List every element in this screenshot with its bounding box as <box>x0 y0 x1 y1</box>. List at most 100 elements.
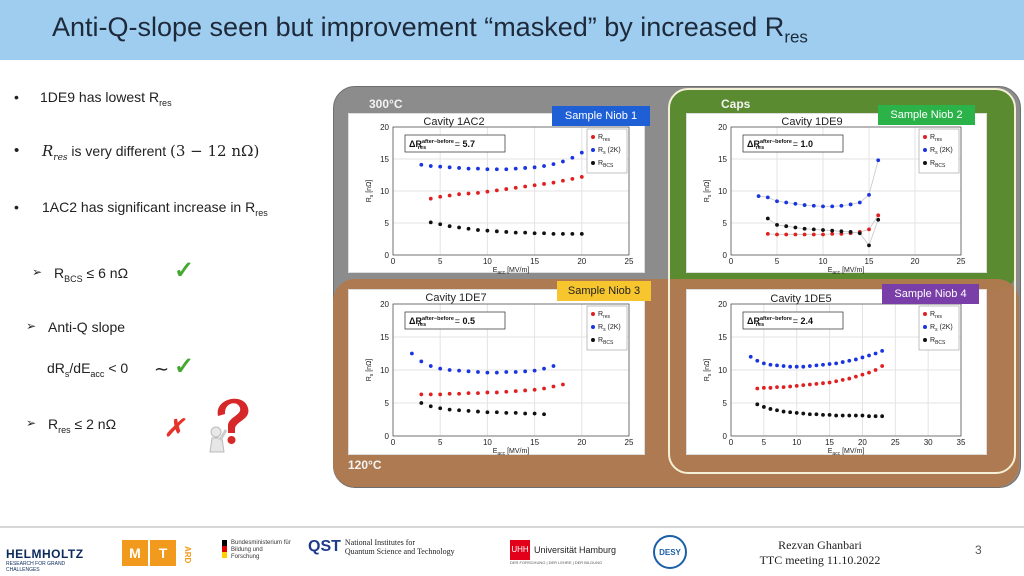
desy-logo: DESY <box>653 535 687 569</box>
data-point <box>853 413 858 418</box>
chart-title: Cavity 1DE9 <box>781 116 842 128</box>
data-point <box>466 409 471 413</box>
data-point <box>542 182 546 186</box>
data-point <box>857 231 862 236</box>
data-point <box>438 222 443 227</box>
data-point <box>476 370 480 374</box>
data-point <box>532 411 537 416</box>
chart-title: Cavity 1DE5 <box>770 293 831 305</box>
room-temp-label: 300°C <box>369 97 403 111</box>
legend-label: Rres <box>598 134 611 143</box>
data-point <box>532 368 537 373</box>
data-point <box>428 196 433 201</box>
data-point <box>755 358 760 363</box>
data-point <box>494 188 499 193</box>
data-point <box>485 390 490 395</box>
data-point <box>485 167 490 172</box>
data-point <box>814 381 819 386</box>
legend-label: Rs (2K) <box>930 147 953 156</box>
data-point <box>561 382 565 387</box>
data-point <box>848 202 853 207</box>
x-tick-label: 0 <box>729 438 734 447</box>
qst-logo: QST National Institutes for Quantum Scie… <box>308 538 455 556</box>
check-rbcs: ➢ RBCS ≤ 6 nΩ <box>32 265 129 284</box>
data-point <box>579 175 584 179</box>
data-point <box>807 382 812 387</box>
x-tick-label: 5 <box>438 438 443 447</box>
data-point <box>781 364 786 368</box>
data-point <box>476 166 480 171</box>
data-point <box>821 362 825 367</box>
data-point <box>409 351 414 356</box>
data-point <box>775 408 779 413</box>
data-point <box>466 226 471 231</box>
delta-box <box>404 134 506 153</box>
data-point <box>466 391 471 395</box>
plot-frame <box>730 126 962 256</box>
data-point <box>821 204 825 209</box>
tilde-icon: ∼ <box>154 359 170 379</box>
data-point <box>765 195 770 200</box>
y-tick-label: 20 <box>718 123 727 132</box>
data-point <box>765 231 770 236</box>
x-tick-label: 25 <box>625 438 634 447</box>
footer-divider <box>0 526 1024 528</box>
data-point <box>419 401 424 405</box>
data-point <box>821 381 825 386</box>
delta-label: ΔRafter−before res = 5.7 <box>409 139 475 151</box>
data-point <box>504 230 509 234</box>
data-point <box>419 359 424 364</box>
caps-outline <box>668 88 1016 474</box>
sample-niob-3: Sample Niob 3 <box>557 281 651 301</box>
data-point <box>523 388 528 393</box>
legend-label: Rres <box>598 311 611 320</box>
data-point <box>523 369 528 374</box>
legend-marker <box>591 312 595 316</box>
data-point <box>570 176 575 181</box>
x-tick-label: 15 <box>530 257 539 266</box>
author-name: Rezvan Ghanbari <box>778 538 862 552</box>
data-point <box>860 413 865 418</box>
data-point <box>830 228 835 233</box>
chart-title: Cavity 1AC2 <box>423 116 484 128</box>
y-axis-label: Rs [nΩ] <box>704 180 713 203</box>
bullet-lowest-rres: • 1DE9 has lowest Rres <box>14 89 172 108</box>
y-tick-label: 15 <box>380 155 389 164</box>
delta-label: ΔRafter−before res = 0.5 <box>409 316 475 328</box>
data-point <box>579 231 584 236</box>
data-point <box>784 200 789 205</box>
delta-box <box>742 134 844 153</box>
data-point <box>428 364 433 368</box>
data-point <box>807 412 812 417</box>
legend-marker <box>923 148 927 152</box>
data-point <box>485 189 490 194</box>
data-point <box>476 228 480 232</box>
data-point <box>794 364 799 369</box>
helmholtz-logo: HELMHOLTZ RESEARCH FOR GRAND CHALLENGES <box>6 547 84 573</box>
data-point <box>827 412 832 417</box>
data-point <box>768 362 773 367</box>
data-point <box>428 392 433 397</box>
x-tick-label: 5 <box>762 438 767 447</box>
data-point <box>788 384 793 389</box>
check-anti-q-slope: ➢ Anti-Q slope <box>26 319 126 335</box>
data-point <box>857 200 862 205</box>
data-point <box>504 389 509 394</box>
checkmark-icon: ✓ <box>174 353 195 380</box>
delta-label: ΔRafter−before res = 1.0 <box>747 139 813 151</box>
x-axis-label: Eacc [MV/m] <box>828 448 865 456</box>
y-tick-label: 10 <box>380 366 389 375</box>
data-point <box>781 385 786 390</box>
data-point <box>834 361 839 366</box>
data-point <box>513 389 518 394</box>
uhh-logo: UHH Universität Hamburg DER FORSCHUNG | … <box>510 540 620 565</box>
legend-label: RBCS <box>930 160 946 169</box>
data-point <box>513 230 518 235</box>
data-point <box>447 193 452 198</box>
data-point <box>802 203 807 207</box>
data-point <box>794 383 799 388</box>
data-point <box>570 231 575 236</box>
data-point <box>748 354 753 359</box>
chart-1de7: 0 5 10 15 20 25 0 5 10 15 20 Eacc [MV/m] Rs [nΩ] Cavi… <box>366 292 634 457</box>
